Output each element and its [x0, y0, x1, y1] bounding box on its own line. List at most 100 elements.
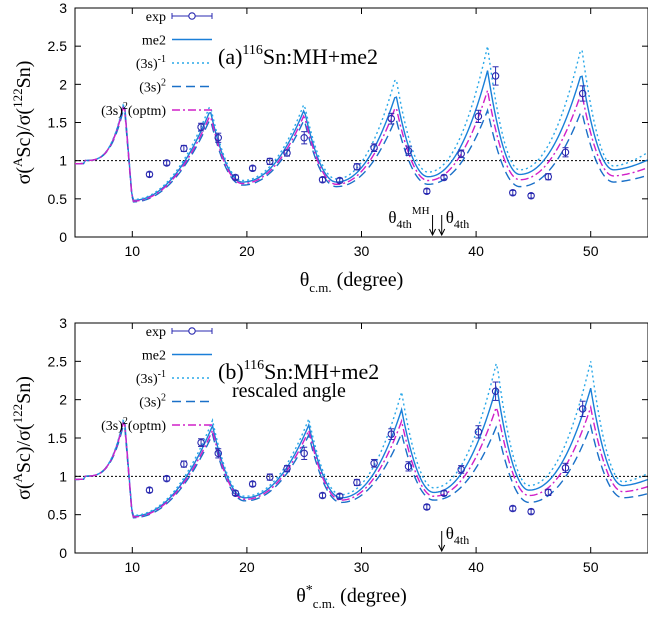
data-point [491, 387, 500, 395]
data-point [370, 459, 378, 468]
series-line-me2 [75, 70, 648, 202]
data-point [214, 449, 223, 458]
x-tick-label: 10 [125, 243, 141, 259]
x-tick-label: 50 [583, 243, 599, 259]
series-line-m1 [75, 361, 648, 517]
data-point [423, 503, 431, 511]
x-tick-label: 30 [354, 243, 370, 259]
data-point [544, 172, 553, 181]
y-tick-label: 0 [59, 545, 67, 561]
legend: exp me2 (3s)-1 (3s)2 (3s)2(optm) [101, 10, 213, 119]
panel-note: rescaled angle [232, 380, 346, 402]
data-point [300, 134, 308, 142]
y-tick-label: 3 [59, 315, 67, 331]
x-tick-label: 40 [468, 559, 484, 575]
data-point [162, 474, 171, 483]
y-tick-label: 2.5 [48, 38, 68, 54]
data-point [197, 438, 205, 447]
data-point [578, 89, 587, 98]
data-point [248, 480, 257, 488]
y-tick-label: 1.5 [48, 430, 68, 446]
x-tick-label: 20 [239, 243, 255, 259]
legend-label-opt: (3s)2(optm) [101, 101, 166, 119]
arrow-label: θ4th [446, 208, 470, 231]
data-point [266, 473, 274, 481]
panel-b: 10 20 30 40 50 0 0.5 1 1.5 2 2.5 3 θ4th exp me2 (3s)-1 (… [10, 315, 648, 611]
data-point [440, 173, 448, 182]
series-line-opt [75, 90, 648, 202]
data-point [266, 157, 274, 166]
data-point [231, 489, 240, 497]
data-point [457, 465, 465, 474]
curves [75, 361, 648, 519]
arrow-head [438, 228, 446, 237]
y-tick-label: 0.5 [48, 507, 68, 523]
data-point [145, 486, 154, 494]
data-point [335, 176, 344, 185]
data-point [335, 492, 344, 501]
legend-label-opt: (3s)2(optm) [101, 416, 166, 434]
data-point [353, 163, 361, 171]
data-point [527, 507, 535, 516]
y-tick-label: 1 [59, 153, 67, 169]
legend-label-exp: exp [146, 10, 166, 25]
y-tick-label: 0 [59, 229, 67, 245]
y-tick-label: 1 [59, 468, 67, 484]
x-tick-label: 30 [354, 559, 370, 575]
exp-points [145, 381, 587, 516]
x-tick-label: 40 [468, 243, 484, 259]
x-axis-label: θc.m. (degree) [300, 269, 404, 295]
data-point [300, 449, 308, 458]
x-tick-label: 50 [583, 559, 599, 575]
panel-a: 10 20 30 40 50 0 0.5 1 1.5 2 2.5 3 θ4thMH θ4th exp me2 (… [10, 0, 648, 295]
data-point [404, 146, 413, 155]
arrow-head [438, 544, 446, 553]
data-point [318, 176, 327, 184]
legend-label-exp: exp [146, 325, 166, 340]
panel-title: (a)116Sn:MH+me2 [218, 43, 378, 69]
y-tick-label: 0.5 [48, 191, 68, 207]
arrow-head [429, 228, 436, 237]
data-point [387, 430, 396, 438]
data-point [214, 134, 223, 142]
series-line-m1 [75, 46, 648, 201]
legend-label-me2: me2 [142, 34, 166, 49]
data-point [404, 462, 413, 471]
series-line-me2 [75, 385, 648, 517]
y-tick-label: 1.5 [48, 115, 68, 131]
data-point [491, 72, 500, 80]
data-point [561, 148, 570, 157]
series-line-opt [75, 404, 648, 518]
arrow-label: θ4thMH [388, 205, 429, 231]
y-tick-label: 2 [59, 76, 67, 92]
exp-points [145, 66, 587, 200]
series-line-sq [75, 423, 648, 519]
panel-title: (b)116Sn:MH+me2 [218, 358, 379, 384]
data-point [197, 123, 205, 131]
legend-swatch-point [188, 327, 196, 335]
legend: exp me2 (3s)-1 (3s)2 (3s)2(optm) [101, 325, 213, 434]
data-point [457, 150, 465, 158]
data-point [180, 460, 188, 468]
legend-label-sq: (3s)2 [139, 78, 166, 96]
y-axis-label: σ(ASc)/σ(122Sn) [10, 376, 35, 500]
x-tick-label: 20 [239, 559, 255, 575]
data-point [318, 491, 327, 500]
legend-label-m1: (3s)-1 [136, 54, 166, 72]
curves [75, 46, 648, 203]
y-tick-label: 3 [59, 0, 67, 16]
data-point [162, 159, 171, 167]
series-line-sq [75, 107, 648, 203]
y-axis-label: σ(ASc)/σ(122Sn) [10, 61, 35, 185]
arrow-label: θ4th [446, 524, 470, 547]
data-point [283, 149, 291, 157]
data-point [248, 164, 257, 173]
data-point [353, 478, 361, 487]
data-point [474, 112, 483, 121]
data-point [527, 192, 535, 200]
legend-label-m1: (3s)-1 [136, 369, 166, 387]
data-point [578, 405, 587, 413]
y-tick-label: 2 [59, 392, 67, 408]
data-point [283, 464, 291, 473]
